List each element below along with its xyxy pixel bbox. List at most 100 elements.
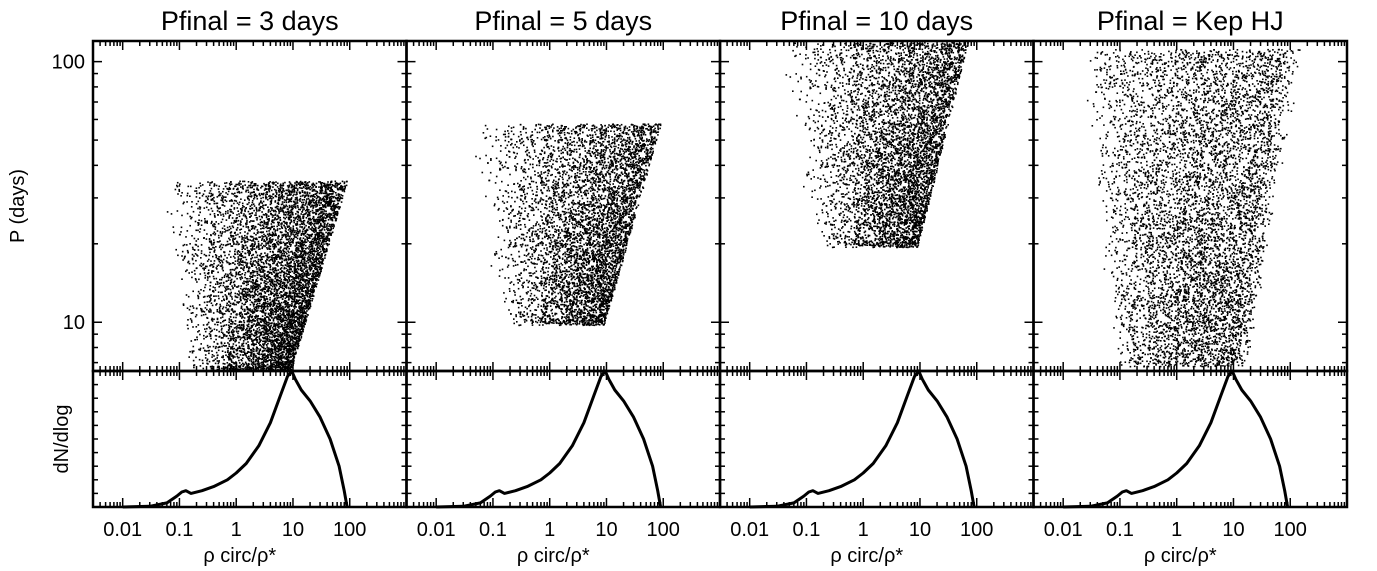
scatter-point [293, 236, 296, 238]
scatter-point [273, 342, 275, 345]
scatter-point [282, 360, 284, 363]
scatter-point [221, 307, 224, 310]
scatter-point [337, 205, 339, 208]
scatter-point [270, 325, 272, 327]
scatter-point [300, 260, 303, 263]
scatter-point [261, 305, 264, 308]
scatter-point [309, 277, 311, 280]
scatter-point [288, 214, 291, 217]
scatter-point [286, 246, 288, 249]
scatter-point [240, 191, 243, 194]
scatter-point [255, 266, 257, 269]
scatter-point [228, 300, 230, 303]
scatter-point [237, 357, 239, 359]
scatter-point [230, 245, 233, 247]
scatter-point [272, 292, 274, 295]
scatter-point [206, 335, 209, 338]
scatter-point [307, 302, 309, 305]
scatter-point [277, 265, 279, 267]
scatter-point [268, 332, 270, 335]
scatter-point [315, 240, 318, 242]
scatter-point [296, 202, 299, 204]
scatter-point [215, 256, 217, 259]
scatter-point [261, 193, 263, 196]
scatter-point [264, 349, 266, 352]
scatter-point [288, 326, 291, 329]
scatter-point [259, 340, 261, 343]
scatter-point [296, 228, 299, 231]
scatter-point [209, 182, 211, 184]
scatter-point [271, 214, 274, 216]
scatter-point [218, 241, 220, 243]
scatter-point [335, 194, 338, 196]
scatter-point [297, 310, 299, 312]
scatter-point [300, 187, 302, 189]
scatter-point [324, 251, 326, 253]
scatter-point [237, 223, 239, 226]
scatter-point [284, 322, 286, 324]
scatter-point [323, 210, 326, 212]
scatter-point [321, 228, 324, 230]
scatter-point [326, 227, 328, 229]
scatter-point [297, 335, 299, 338]
scatter-point [329, 193, 332, 195]
scatter-point [194, 190, 196, 192]
scatter-point [265, 192, 267, 194]
scatter-point [287, 210, 289, 213]
scatter-point [286, 360, 289, 363]
scatter-point [216, 310, 219, 313]
scatter-point [320, 202, 322, 205]
scatter-point [224, 212, 227, 215]
scatter-point [212, 345, 215, 348]
scatter-point [255, 184, 257, 187]
scatter-point [231, 285, 233, 287]
scatter-point [287, 235, 289, 237]
scatter-point [275, 355, 277, 358]
scatter-point [281, 334, 284, 336]
scatter-point [283, 274, 285, 276]
scatter-point [288, 243, 291, 245]
scatter-point [216, 368, 219, 371]
scatter-point [212, 255, 214, 258]
scatter-point [302, 242, 304, 244]
scatter-point [330, 206, 333, 209]
scatter-point [277, 203, 280, 205]
scatter-point [250, 287, 252, 289]
scatter-point [301, 295, 304, 297]
scatter-point [197, 229, 199, 232]
scatter-point [227, 308, 230, 310]
scatter-point [277, 310, 279, 312]
scatter-point [192, 359, 195, 362]
scatter-point [286, 358, 289, 361]
scatter-point [265, 195, 267, 198]
scatter-point [277, 358, 280, 361]
scatter-point [221, 232, 223, 235]
scatter-point [249, 354, 252, 357]
scatter-point [267, 211, 270, 213]
scatter-point [301, 206, 304, 209]
scatter-point [282, 285, 284, 287]
scatter-point [259, 275, 262, 278]
scatter-point [312, 212, 314, 214]
scatter-point [233, 368, 236, 370]
scatter-point [333, 191, 335, 193]
scatter-point [227, 350, 229, 352]
scatter-point [303, 198, 306, 201]
scatter-point [245, 291, 247, 293]
scatter-point [224, 244, 227, 247]
scatter-point [314, 219, 317, 222]
scatter-point [256, 195, 258, 198]
scatter-point [333, 211, 335, 213]
scatter-point [278, 296, 280, 299]
scatter-point [287, 306, 289, 309]
scatter-point [188, 262, 191, 265]
scatter-point [215, 246, 217, 248]
scatter-point [287, 355, 290, 358]
scatter-point [222, 201, 225, 204]
scatter-point [298, 320, 300, 322]
scatter-point [302, 255, 304, 258]
scatter-point [257, 184, 259, 187]
scatter-point [287, 354, 289, 357]
scatter-point [220, 221, 223, 223]
scatter-point [288, 242, 291, 244]
